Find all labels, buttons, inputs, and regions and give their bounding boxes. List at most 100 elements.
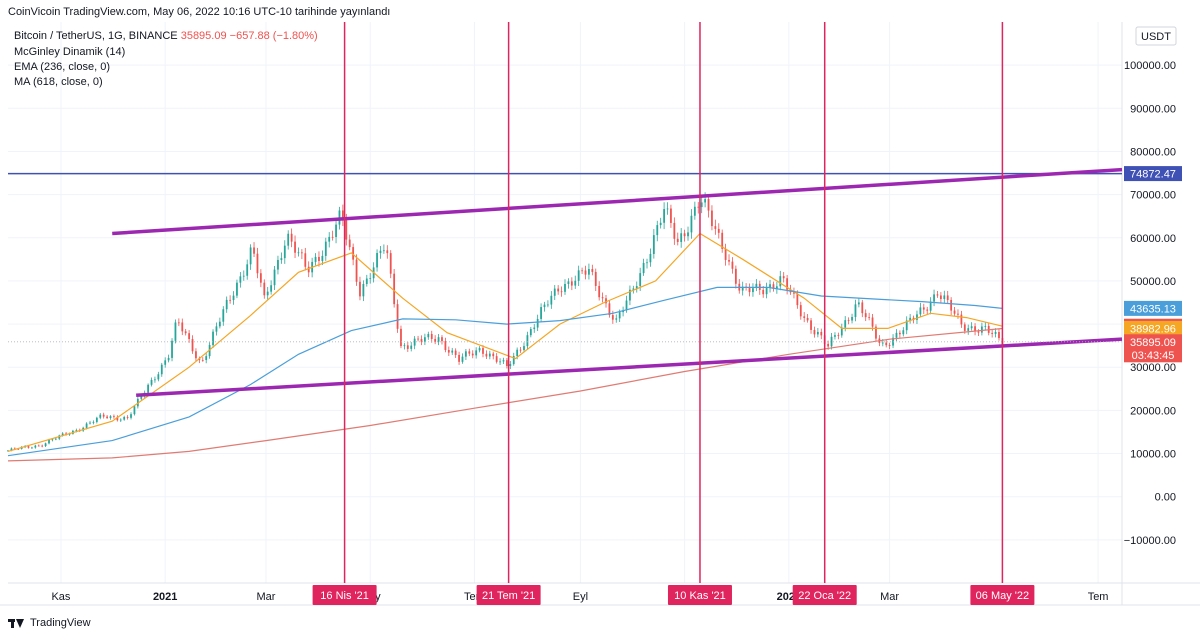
symbol-name: Bitcoin / TetherUS, 1G, BINANCE (14, 30, 178, 42)
candle-body (48, 440, 50, 444)
price-tag-countdown: 03:43:45 (1132, 350, 1175, 362)
price-tick-label: 20000.00 (1130, 405, 1176, 417)
candle-body (239, 276, 242, 283)
publish-header: CoinVicoin TradingView.com, May 06, 2022… (8, 6, 391, 18)
price-tag[interactable] (1124, 334, 1182, 363)
candle-body (564, 283, 566, 292)
price-tick-label: 90000.00 (1130, 103, 1176, 115)
candle-body (307, 266, 310, 273)
price-tag[interactable] (1124, 320, 1182, 336)
date-marker-badge[interactable] (312, 585, 377, 605)
candle-body (31, 447, 33, 449)
price-tag[interactable] (1124, 300, 1182, 316)
candle-body (724, 248, 727, 260)
tradingview-logo[interactable]: TradingView (8, 617, 91, 629)
candle-body (615, 318, 618, 320)
candle-body (570, 281, 573, 286)
candle-body (495, 356, 498, 362)
candle-body (919, 307, 922, 315)
candle-body (215, 326, 218, 332)
candle-body (352, 247, 355, 260)
candle-body (99, 414, 102, 418)
candle-body (454, 350, 457, 355)
candle-body (502, 360, 505, 362)
indicator-legend-mcginley[interactable]: McGinley Dinamik (14) (14, 46, 126, 58)
candle-body (304, 253, 307, 267)
candle-body (461, 356, 464, 362)
currency-box[interactable] (1135, 26, 1177, 46)
candle-body (253, 247, 255, 254)
candle-body (557, 288, 560, 292)
candle-body (171, 340, 173, 358)
price-tick-label: 80000.00 (1130, 146, 1176, 158)
candle-body (393, 273, 396, 305)
candle-body (953, 310, 956, 314)
candle-body (195, 351, 197, 359)
candle-body (232, 295, 235, 301)
candle-body (318, 256, 320, 262)
candle-body (468, 351, 471, 354)
candle-body (933, 294, 935, 302)
date-marker-label: 21 Tem '21 (482, 590, 535, 602)
candle-body (51, 439, 54, 441)
indicator-legend-ma[interactable]: MA (618, close, 0) (14, 76, 103, 88)
candle-body (447, 350, 450, 353)
candle-body (885, 342, 888, 346)
time-tick-label: Eyl (573, 591, 588, 603)
channel-upper-line[interactable] (112, 167, 1123, 236)
candle-body (451, 350, 454, 353)
price-tick-label: 0.00 (1155, 492, 1176, 504)
candle-body (34, 445, 37, 448)
candle-body (666, 208, 669, 210)
date-marker-badge[interactable] (476, 585, 541, 605)
date-marker-badge[interactable] (667, 585, 732, 605)
candle-body (389, 253, 392, 274)
candle-body (909, 317, 912, 321)
candle-body (680, 233, 683, 242)
candle-body (102, 414, 105, 417)
candle-body (106, 416, 108, 418)
price-tag-label: 38982.96 (1130, 323, 1176, 335)
candle-body (478, 348, 481, 351)
indicator-line-mcginley[interactable] (7, 232, 1003, 452)
candle-body (741, 286, 744, 291)
candle-body (181, 322, 184, 332)
candle-body (748, 287, 751, 293)
candle-body (683, 233, 686, 237)
candles-group[interactable] (7, 192, 1004, 452)
candle-body (550, 295, 553, 305)
candle-body (670, 208, 672, 223)
last-price: 35895.09 (180, 30, 227, 42)
indicator-line-ema[interactable] (7, 286, 1003, 457)
candle-body (212, 331, 214, 346)
date-marker-badge[interactable] (792, 585, 857, 605)
candle-body (574, 280, 577, 286)
candle-body (540, 307, 542, 319)
candle-body (588, 269, 590, 275)
candle-body (475, 350, 478, 356)
candle-body (113, 416, 115, 418)
candle-body (960, 314, 963, 325)
channel-lower-line[interactable] (136, 337, 1123, 398)
candle-body (140, 396, 143, 399)
indicator-legend-ema[interactable]: EMA (236, close, 0) (14, 61, 110, 73)
candle-body (341, 210, 344, 221)
date-marker-badge[interactable] (970, 585, 1035, 605)
candle-body (871, 317, 874, 327)
candle-body (270, 285, 273, 292)
price-tag[interactable] (1124, 166, 1182, 182)
candle-body (427, 333, 430, 338)
indicator-line-ma[interactable] (7, 327, 1003, 462)
candle-body (423, 337, 426, 342)
plot-area[interactable] (8, 22, 1122, 583)
candle-body (324, 241, 327, 256)
candle-body (273, 269, 276, 286)
candle-body (512, 356, 515, 365)
candle-body (488, 353, 491, 357)
candle-body (560, 291, 563, 293)
symbol-legend[interactable]: Bitcoin / TetherUS, 1G, BINANCE 35895.09… (14, 30, 318, 42)
candle-body (444, 341, 447, 351)
candle-body (277, 259, 279, 270)
